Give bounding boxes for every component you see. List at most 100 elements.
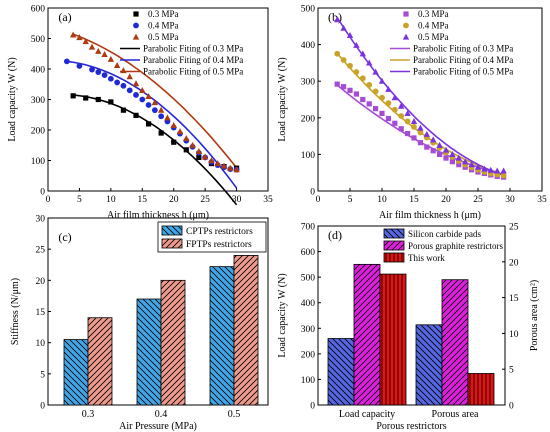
x-tick-label-a: 5 xyxy=(77,195,82,205)
x-tick-label-b: 25 xyxy=(473,195,483,205)
legend-label-d-1: Porous graphite restrictors xyxy=(408,241,503,251)
legend-fit-label-b-2: Parabolic Fiting of 0.5 MPa xyxy=(413,67,513,77)
data-point-b-2 xyxy=(462,158,469,165)
data-point-a-0 xyxy=(196,154,202,161)
data-point-b-2 xyxy=(404,110,411,117)
data-point-a-2 xyxy=(151,99,159,106)
y-tick-label-c: 30 xyxy=(36,215,46,225)
data-point-b-0 xyxy=(385,115,391,122)
data-point-b-2 xyxy=(474,163,482,170)
data-point-b-2 xyxy=(340,24,347,31)
legend-label-b-0: 0.3 MPa xyxy=(418,9,449,19)
data-point-b-1 xyxy=(347,62,353,69)
y-tick-label-a: 500 xyxy=(31,35,46,45)
y-axis-label-c: Stiffness (N/μm) xyxy=(10,278,21,345)
data-point-b-0 xyxy=(334,81,340,87)
data-point-a-1 xyxy=(126,87,133,94)
x-category-label-c: 0.5 xyxy=(228,409,241,420)
data-point-b-2 xyxy=(366,59,373,66)
legend-fit-label-a-1: Parabolic Fiting of 0.4 MPa xyxy=(143,55,243,65)
data-point-b-1 xyxy=(398,113,405,119)
x-tick-label-b: 5 xyxy=(348,195,353,205)
legend-label-c-0: CPTPs restrictors xyxy=(186,227,253,237)
x-tick-label-b: 10 xyxy=(377,195,387,205)
data-point-b-0 xyxy=(424,144,430,150)
data-point-a-2 xyxy=(76,34,83,41)
data-point-a-1 xyxy=(145,102,152,108)
data-point-b-2 xyxy=(468,161,475,168)
data-point-b-2 xyxy=(391,94,398,101)
x-category-label-c: 0.3 xyxy=(82,409,95,420)
data-point-a-2 xyxy=(157,106,165,113)
y-tick-label-d: 700 xyxy=(301,223,316,233)
data-point-b-2 xyxy=(436,141,443,148)
data-point-a-1 xyxy=(76,63,83,69)
y-tick-label-b: 0 xyxy=(310,188,315,198)
x-tick-label-b: 0 xyxy=(316,195,321,205)
legend-fit-label-b-1: Parabolic Fiting of 0.4 MPa xyxy=(413,55,513,65)
x-tick-label-a: 25 xyxy=(200,195,210,205)
y-tick-label-a: 100 xyxy=(31,157,46,167)
bar-d-2-hatch xyxy=(468,373,494,405)
x-category-label-c: 0.4 xyxy=(155,409,168,420)
x-axis-label-a: Air film thickness h (μm) xyxy=(107,210,209,221)
y-tick-label-right-d: 10 xyxy=(509,330,519,340)
data-point-a-0 xyxy=(95,96,101,103)
x-category-label-d: Porous area xyxy=(432,409,479,420)
y-tick-label-c: 15 xyxy=(36,308,46,318)
data-point-b-1 xyxy=(353,69,360,75)
data-point-b-0 xyxy=(437,151,443,157)
bar-d-2-hatch xyxy=(380,274,406,405)
legend-marker-a-2 xyxy=(132,33,140,40)
data-point-a-0 xyxy=(171,139,177,145)
x-category-label-d: Load capacity xyxy=(339,409,395,420)
legend-label-d-0: Silicon carbide pads xyxy=(408,229,481,239)
data-point-a-2 xyxy=(214,160,221,167)
data-point-b-1 xyxy=(385,100,392,107)
data-point-b-2 xyxy=(398,102,405,109)
y-tick-label-d: 300 xyxy=(301,325,316,335)
x-tick-label-a: 0 xyxy=(46,195,51,205)
y-tick-label-b: 300 xyxy=(301,78,316,88)
panel-label-c: (c) xyxy=(58,230,71,244)
x-axis-label-c: Air Pressure (MPa) xyxy=(119,421,197,432)
data-point-b-0 xyxy=(341,84,347,90)
data-point-b-2 xyxy=(372,68,379,75)
data-point-a-0 xyxy=(70,93,76,99)
data-point-b-2 xyxy=(430,136,437,143)
data-point-b-0 xyxy=(353,91,359,97)
data-point-a-2 xyxy=(107,55,115,62)
legend-label-d-2: This work xyxy=(408,253,445,263)
y-tick-label-right-d: 25 xyxy=(509,223,519,233)
panel-label-a: (a) xyxy=(58,10,71,24)
data-point-a-0 xyxy=(133,112,139,118)
y-tick-label-a: 600 xyxy=(31,5,46,15)
data-point-a-2 xyxy=(195,147,203,154)
data-point-b-2 xyxy=(353,41,360,48)
y-tick-label-d: 500 xyxy=(301,274,316,284)
x-tick-label-b: 30 xyxy=(505,195,515,205)
data-point-b-0 xyxy=(347,87,353,93)
x-tick-label-a: 35 xyxy=(263,195,273,205)
x-tick-label-a: 20 xyxy=(169,195,179,205)
data-point-a-1 xyxy=(101,72,108,78)
legend-label-a-1: 0.4 MPa xyxy=(148,21,179,31)
data-point-b-2 xyxy=(494,167,501,174)
y-axis-label-a: Load capacity W (N) xyxy=(7,57,18,141)
data-point-a-0 xyxy=(120,107,127,113)
data-point-a-1 xyxy=(151,107,158,114)
fit-line-a-1 xyxy=(66,60,238,189)
x-tick-label-b: 35 xyxy=(537,195,547,205)
data-point-a-2 xyxy=(82,38,89,45)
x-axis-label-b: Air film thickness h (μm) xyxy=(379,210,481,221)
y-tick-label-b: 100 xyxy=(301,151,316,161)
data-point-a-2 xyxy=(201,153,209,160)
y-tick-label-c: 25 xyxy=(36,246,46,256)
y-tick-label-b: 400 xyxy=(301,41,316,51)
data-point-b-0 xyxy=(405,130,411,137)
y-tick-label-right-d: 5 xyxy=(509,366,514,376)
data-point-a-0 xyxy=(183,147,189,153)
data-point-b-2 xyxy=(334,16,341,23)
y-tick-label-b: 200 xyxy=(301,114,316,124)
